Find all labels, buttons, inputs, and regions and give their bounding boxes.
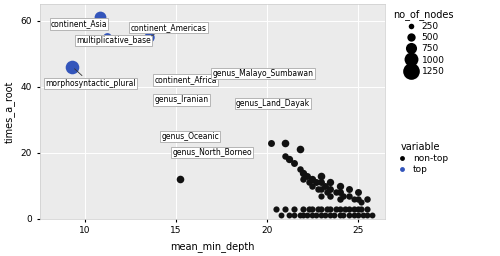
Point: [323, 207, 331, 211]
Point: [336, 197, 344, 201]
Point: [318, 174, 326, 178]
Point: [312, 180, 320, 185]
Text: continent_Asia: continent_Asia: [50, 19, 108, 28]
Point: [284, 214, 292, 218]
Text: genus_Oceanic: genus_Oceanic: [162, 132, 220, 141]
Text: morphosyntactic_plural: morphosyntactic_plural: [45, 69, 136, 88]
Text: multiplicative_base: multiplicative_base: [76, 36, 151, 45]
Point: [296, 167, 304, 171]
Point: [314, 187, 322, 191]
Point: [363, 197, 371, 201]
Point: [250, 71, 258, 76]
Point: [339, 214, 347, 218]
Point: [296, 147, 304, 152]
Point: [321, 184, 329, 188]
Point: [326, 187, 334, 191]
Point: [318, 180, 326, 185]
Point: [350, 197, 358, 201]
Text: genus_Malayo_Sumbawan: genus_Malayo_Sumbawan: [212, 69, 314, 78]
Point: [341, 207, 349, 211]
Point: [290, 214, 298, 218]
Point: [96, 15, 104, 19]
Point: [299, 214, 307, 218]
Text: genus_North_Borneo: genus_North_Borneo: [172, 148, 252, 157]
Point: [354, 197, 362, 201]
Point: [354, 214, 362, 218]
Point: [272, 207, 280, 211]
Point: [186, 78, 194, 82]
Point: [354, 190, 362, 194]
Point: [363, 207, 371, 211]
Point: [344, 214, 352, 218]
Point: [290, 161, 298, 165]
Point: [145, 35, 153, 39]
Point: [272, 101, 280, 105]
Point: [290, 207, 298, 211]
Point: [318, 187, 326, 191]
Point: [308, 207, 316, 211]
Point: [350, 214, 358, 218]
Text: continent_Americas: continent_Americas: [130, 23, 206, 36]
Point: [284, 157, 292, 161]
Point: [304, 180, 312, 185]
Point: [336, 184, 344, 188]
Point: [336, 207, 344, 211]
Point: [318, 207, 326, 211]
Point: [336, 214, 344, 218]
Point: [354, 207, 362, 211]
Point: [339, 194, 347, 198]
Point: [296, 214, 304, 218]
Point: [299, 170, 307, 175]
Point: [350, 207, 358, 211]
Point: [359, 214, 367, 218]
Point: [321, 214, 329, 218]
Point: [314, 207, 322, 211]
Point: [318, 194, 326, 198]
Point: [326, 180, 334, 185]
Point: [332, 190, 340, 194]
Point: [332, 207, 340, 211]
Point: [299, 177, 307, 181]
Point: [185, 98, 193, 102]
Point: [358, 207, 366, 211]
Point: [312, 214, 320, 218]
Text: genus_Land_Dayak: genus_Land_Dayak: [236, 99, 310, 108]
Point: [281, 154, 289, 158]
Point: [326, 214, 334, 218]
Point: [68, 65, 76, 69]
Point: [304, 207, 312, 211]
Point: [326, 194, 334, 198]
Point: [103, 35, 111, 39]
Point: [308, 184, 316, 188]
Text: genus_Iranian: genus_Iranian: [154, 95, 208, 104]
Point: [344, 194, 352, 198]
Point: [368, 214, 376, 218]
Point: [323, 190, 331, 194]
Point: [190, 134, 198, 138]
Point: [308, 177, 316, 181]
Point: [281, 207, 289, 211]
Point: [299, 207, 307, 211]
Point: [330, 214, 338, 218]
Point: [176, 177, 184, 181]
Text: continent_Africa: continent_Africa: [154, 76, 216, 84]
Point: [308, 214, 316, 218]
Point: [326, 207, 334, 211]
Point: [266, 141, 274, 145]
Point: [303, 214, 311, 218]
Point: [358, 200, 366, 204]
Point: [344, 207, 352, 211]
Point: [278, 214, 285, 218]
Legend: non-top, top: non-top, top: [393, 142, 448, 174]
X-axis label: mean_min_depth: mean_min_depth: [170, 241, 254, 252]
Point: [336, 190, 344, 194]
Point: [344, 187, 352, 191]
Point: [318, 214, 326, 218]
Y-axis label: times_a_root: times_a_root: [4, 80, 15, 143]
Point: [212, 151, 220, 155]
Point: [281, 141, 289, 145]
Point: [363, 214, 371, 218]
Point: [303, 174, 311, 178]
